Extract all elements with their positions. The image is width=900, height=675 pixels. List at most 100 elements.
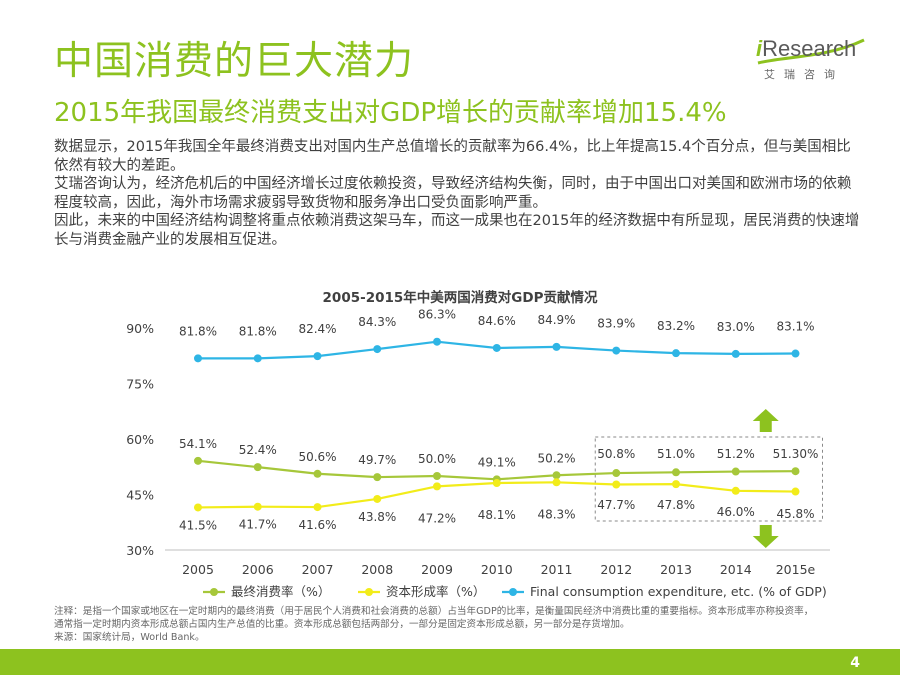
data-point [253,354,262,363]
logo-chinese-name: 艾瑞咨询 [764,68,844,81]
paragraph-1: 数据显示，2015年我国全年最终消费支出对国内生产总值增长的贡献率为66.4%，… [54,139,851,174]
data-label: 45.8% [776,507,814,521]
data-point [492,479,501,488]
data-label: 81.8% [179,324,217,338]
data-label: 82.4% [298,322,336,336]
data-label: 86.3% [418,308,456,322]
data-point [313,352,322,361]
data-point [313,503,322,512]
data-label: 50.2% [537,451,575,465]
legend-label: 最终消费率（%） [231,584,330,599]
data-point [492,343,501,352]
data-point [253,502,262,511]
y-tick-label: 90% [126,321,154,336]
arrow-down-icon [752,525,779,548]
data-point [253,463,262,472]
data-point [612,480,621,489]
x-tick-label: 2007 [302,562,334,577]
data-label: 41.7% [239,518,277,532]
data-point [552,471,561,480]
data-point [791,349,800,358]
x-tick-label: 2012 [600,562,632,577]
data-label: 49.7% [358,453,396,467]
paragraph-2: 艾瑞咨询认为，经济危机后的中国经济增长过度依赖投资，导致经济结构失衡，同时，由于… [54,176,852,211]
data-label: 41.6% [298,518,336,532]
y-tick-label: 60% [126,432,154,447]
data-point [731,486,740,495]
data-point [731,349,740,358]
footer-bar [0,649,900,675]
data-point [612,346,621,355]
x-tick-label: 2013 [660,562,692,577]
data-label: 51.2% [717,447,755,461]
data-label: 48.3% [537,507,575,521]
data-point [672,468,680,477]
data-label: 54.1% [179,437,217,451]
x-tick-label: 2010 [481,562,513,577]
data-point [552,478,561,487]
y-tick-label: 45% [126,488,154,503]
footnote: 注释：是指一个国家或地区在一定时期内的最终消费（用于居民个人消费和社会消费的总额… [54,605,874,644]
data-label: 50.0% [418,452,456,466]
data-label: 47.2% [418,511,456,525]
x-tick-label: 2008 [361,562,393,577]
data-label: 51.0% [657,447,695,461]
data-point [373,473,382,482]
data-point [373,494,382,503]
data-point [791,467,800,476]
footnote-line-2: 通常指一定时期内资本形成总额占国内生产总值的比重。资本形成总额包括两部分，一部分… [54,619,630,630]
data-label: 83.9% [597,317,635,331]
iresearch-logo: iResearch 艾瑞咨询 [756,36,866,86]
data-label: 48.1% [478,508,516,522]
data-label: 52.4% [239,443,277,457]
data-label: 50.8% [597,447,635,461]
data-label: 47.8% [657,498,695,512]
chart-title: 2005-2015年中美两国消费对GDP贡献情况 [323,289,598,306]
data-label: 83.0% [717,320,755,334]
data-label: 49.1% [478,455,516,469]
x-tick-label: 2009 [421,562,453,577]
data-point [552,342,561,351]
data-point [672,480,680,489]
data-point [194,503,202,512]
data-label: 50.6% [298,450,336,464]
logo-swoosh-icon [757,38,865,65]
data-point [433,337,441,346]
x-tick-label: 2006 [242,562,274,577]
legend-swatch-marker [365,588,373,596]
legend-label: 资本形成率（%） [386,584,485,599]
data-point [672,349,680,358]
data-label: 83.1% [776,320,814,334]
data-point [373,345,382,354]
x-tick-label: 2011 [541,562,573,577]
data-point [731,467,740,476]
x-tick-label: 2015e [776,562,816,577]
consumption-gdp-chart: 2005-2015年中美两国消费对GDP贡献情况 30% 45% 60% 75% 90%… [126,289,830,599]
page-title: 中国消费的巨大潜力 [54,39,415,84]
page-subtitle: 2015年我国最终消费支出对GDP增长的贡献率增加15.4% [54,98,727,128]
footnote-line-1: 注释：是指一个国家或地区在一定时期内的最终消费（用于居民个人消费和社会消费的总额… [54,606,814,617]
logo-wordmark: iResearch [756,36,857,61]
data-label: 51.30% [773,447,819,461]
x-tick-label: 2014 [720,562,752,577]
legend-label: Final consumption expenditure, etc. (% o… [530,584,827,599]
legend-swatch-marker [210,588,218,596]
paragraph-3: 因此，未来的中国经济结构调整将重点依赖消费这架马车，而这一成果也在2015年的经… [54,213,860,248]
footnote-source: 来源：国家统计局，World Bank。 [54,632,205,643]
body-text: 数据显示，2015年我国全年最终消费支出对国内生产总值增长的贡献率为66.4%，… [54,138,864,250]
data-point [433,472,441,480]
data-label: 83.2% [657,319,695,333]
data-point [433,482,441,491]
data-point [612,469,621,478]
legend-swatch-marker [509,588,517,596]
y-tick-label: 75% [126,377,154,392]
data-label: 84.6% [478,314,516,328]
data-label: 81.8% [239,324,277,338]
data-point [791,487,800,496]
data-label: 41.5% [179,518,217,532]
data-point [313,469,322,478]
data-label: 46.0% [717,505,755,519]
data-label: 43.8% [358,510,396,524]
x-tick-label: 2005 [182,562,214,577]
data-point [194,354,202,363]
